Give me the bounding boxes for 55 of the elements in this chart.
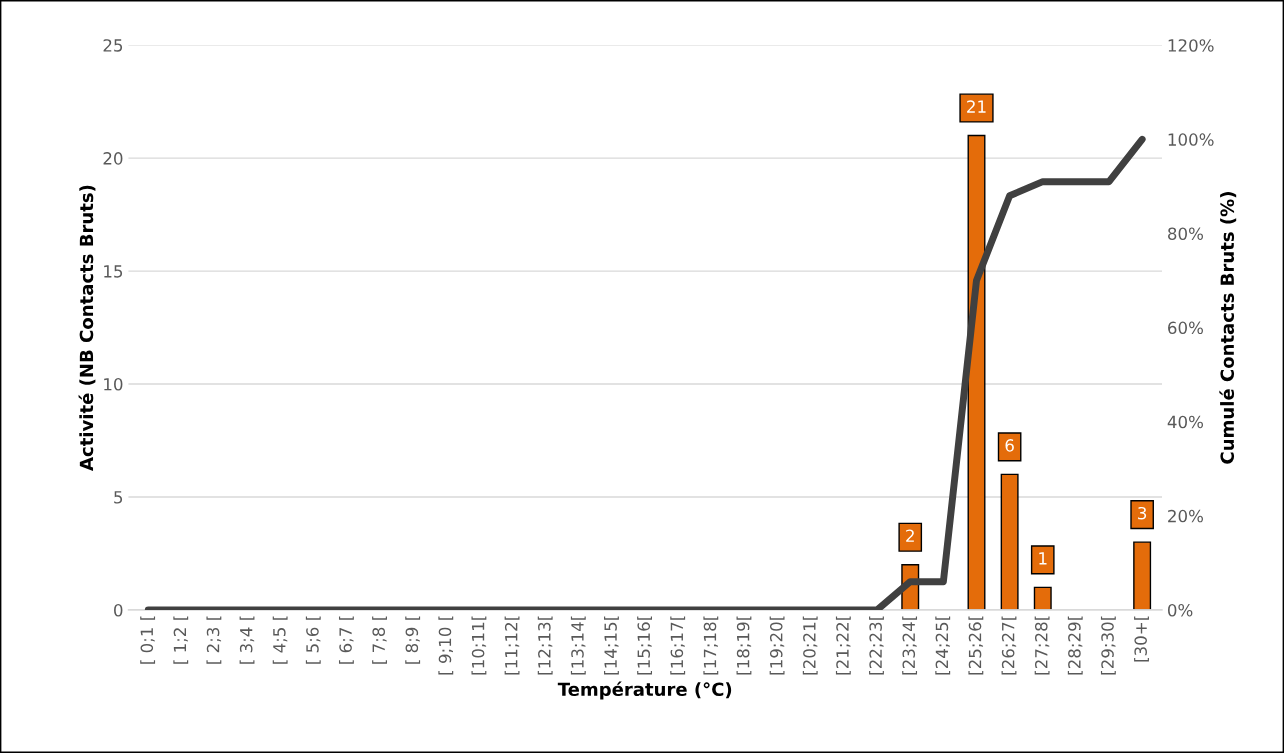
x-tick-label: [ 7;8 [ <box>372 616 387 664</box>
x-tick-label: [25;26[ <box>968 616 984 675</box>
data-label: 21 <box>967 100 986 113</box>
x-tick-label: [17;18[ <box>703 616 719 675</box>
x-tick-label: [ 1;2 [ <box>173 616 189 664</box>
y-tick-label: 5 <box>114 491 123 504</box>
y-tick-label: 10 <box>104 377 123 391</box>
x-tick-label: [14;15[ <box>604 616 619 675</box>
x-tick-label: [ 8;9 [ <box>405 616 421 664</box>
x-tick-label: [16;17[ <box>670 616 686 675</box>
data-label: 1 <box>1039 552 1047 565</box>
data-label: 3 <box>1138 506 1147 520</box>
x-tick-label: [ 3;4 [ <box>239 616 255 664</box>
y2-tick-label: 100% <box>1168 133 1214 146</box>
x-tick-label: [22;23[ <box>869 616 884 675</box>
y-tick-label: 0 <box>114 603 123 617</box>
x-tick-label: [10;11[ <box>471 616 487 675</box>
y2-axis-title: Cumulé Contacts Bruts (%) <box>1219 192 1237 464</box>
y-tick-label: 20 <box>103 152 123 165</box>
y-tick-label: 25 <box>103 39 123 52</box>
x-tick-label: [20;21[ <box>802 616 818 675</box>
x-axis-title: Température (°C) <box>557 681 732 700</box>
x-tick-label: [ 5;6 [ <box>305 616 321 664</box>
x-tick-label: [27;28[ <box>1034 616 1050 675</box>
x-tick-label: [29;30[ <box>1100 616 1116 675</box>
x-tick-label: [23;24[ <box>902 616 918 675</box>
bar <box>1000 473 1019 610</box>
x-tick-label: [12;13[ <box>537 616 553 675</box>
x-tick-label: [19;20[ <box>769 616 785 675</box>
x-tick-label: [18;19[ <box>736 616 752 675</box>
x-tick-label: [28;29[ <box>1067 616 1083 675</box>
x-tick-label: [ 0;1 [ <box>140 616 156 664</box>
y2-tick-label: 80% <box>1168 227 1204 240</box>
x-tick-label: [21;22[ <box>835 616 851 675</box>
x-tick-label: [24;25[ <box>935 616 951 675</box>
x-tick-label: [13;14[ <box>570 616 586 675</box>
x-tick-label: [ 9;10 [ <box>438 616 454 675</box>
x-tick-label: [ 6;7 [ <box>338 616 354 664</box>
bar <box>1133 541 1152 610</box>
data-label: 6 <box>1005 439 1014 452</box>
x-tick-label: [30+[ <box>1134 616 1149 662</box>
y2-tick-label: 120% <box>1168 39 1214 52</box>
y2-tick-label: 40% <box>1167 415 1204 429</box>
x-tick-label: [ 2;3 [ <box>206 616 222 664</box>
bar <box>1033 586 1052 610</box>
x-tick-label: [11;12[ <box>504 616 520 675</box>
x-tick-label: [26;27[ <box>1001 616 1017 675</box>
y-tick-label: 15 <box>104 265 123 278</box>
y-axis-title: Activité (NB Contacts Bruts) <box>78 185 96 471</box>
y2-tick-label: 60% <box>1168 321 1204 335</box>
x-tick-label: [15;16[ <box>637 616 653 675</box>
y2-tick-label: 20% <box>1168 509 1204 523</box>
y2-tick-label: 0% <box>1167 603 1193 617</box>
data-label: 2 <box>906 529 914 542</box>
x-tick-label: [ 4;5 [ <box>272 616 288 664</box>
